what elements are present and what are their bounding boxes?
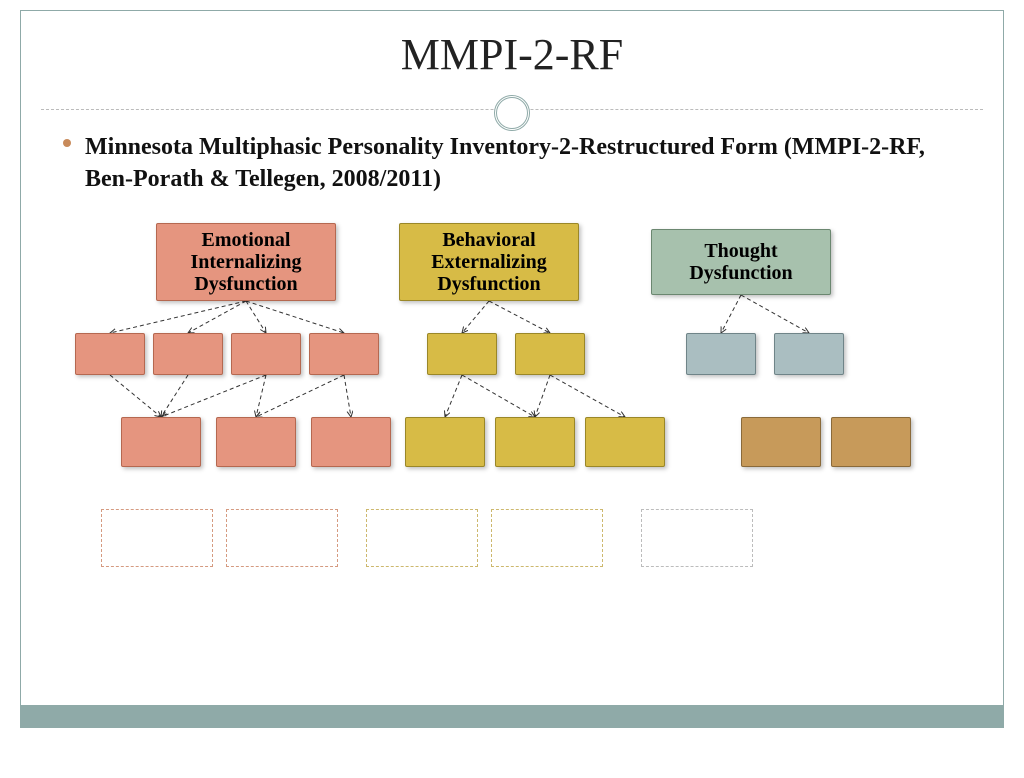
r3c2 — [216, 417, 296, 467]
arrow-r2c3-r3c2 — [256, 375, 266, 417]
arrow-r2c1-r3c1 — [110, 375, 161, 417]
r2b2 — [515, 333, 585, 375]
arrow-hdr-behavioral-r2b2 — [489, 301, 550, 333]
arrow-r2b1-r3b1 — [445, 375, 462, 417]
r3c3 — [311, 417, 391, 467]
arrow-hdr-emotional-r2c3 — [246, 301, 266, 333]
arrow-r2c4-r3c3 — [344, 375, 351, 417]
bullet-text: Minnesota Multiphasic Personality Invent… — [85, 131, 943, 196]
r2c1 — [75, 333, 145, 375]
arrow-r2b1-r3b2 — [462, 375, 535, 417]
arrow-r2b2-r3b3 — [550, 375, 625, 417]
arrow-hdr-emotional-r2c4 — [246, 301, 344, 333]
arrow-r2c2-r3c1 — [161, 375, 188, 417]
r3c1 — [121, 417, 201, 467]
d2 — [226, 509, 338, 567]
arrow-r2c4-r3c2 — [256, 375, 344, 417]
title-ring-icon — [494, 95, 530, 131]
bullet-dot-icon — [63, 139, 71, 147]
arrow-hdr-emotional-r2c2 — [188, 301, 246, 333]
arrow-r2c3-r3c1 — [161, 375, 266, 417]
arrow-r2b2-r3b2 — [535, 375, 550, 417]
r2c4 — [309, 333, 379, 375]
arrow-hdr-thought-r2t1 — [721, 295, 741, 333]
r3b2 — [495, 417, 575, 467]
r3b1 — [405, 417, 485, 467]
d5 — [641, 509, 753, 567]
hdr-behavioral: Behavioral Externalizing Dysfunction — [399, 223, 579, 301]
d4 — [491, 509, 603, 567]
hdr-thought: Thought Dysfunction — [651, 229, 831, 295]
r3b3 — [585, 417, 665, 467]
r3o1 — [741, 417, 821, 467]
r2t2 — [774, 333, 844, 375]
arrow-hdr-behavioral-r2b1 — [462, 301, 489, 333]
r3o2 — [831, 417, 911, 467]
r2t1 — [686, 333, 756, 375]
r2b1 — [427, 333, 497, 375]
arrow-hdr-emotional-r2c1 — [110, 301, 246, 333]
arrow-hdr-thought-r2t2 — [741, 295, 809, 333]
r2c3 — [231, 333, 301, 375]
footer-bar — [21, 705, 1003, 727]
hdr-emotional: Emotional Internalizing Dysfunction — [156, 223, 336, 301]
r2c2 — [153, 333, 223, 375]
d3 — [366, 509, 478, 567]
slide-title: MMPI-2-RF — [21, 29, 1003, 80]
d1 — [101, 509, 213, 567]
slide-frame: MMPI-2-RF Minnesota Multiphasic Personal… — [20, 10, 1004, 728]
